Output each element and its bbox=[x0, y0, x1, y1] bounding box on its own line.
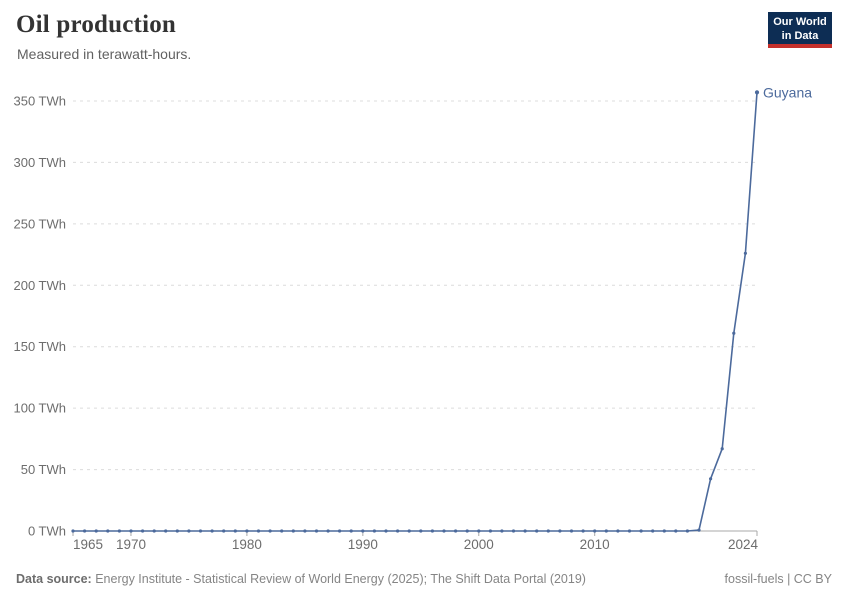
chart-footer: Data source: Energy Institute - Statisti… bbox=[16, 572, 832, 586]
data-point-marker bbox=[454, 529, 458, 533]
y-axis-tick-label: 150 TWh bbox=[13, 339, 66, 354]
title-block: Oil production Measured in terawatt-hour… bbox=[16, 10, 191, 62]
y-axis-tick-label: 50 TWh bbox=[21, 462, 66, 477]
data-point-marker bbox=[430, 529, 434, 533]
data-point-marker bbox=[164, 529, 168, 533]
data-point-marker bbox=[685, 529, 690, 533]
data-point-marker bbox=[338, 529, 342, 533]
y-axis-tick-label: 0 TWh bbox=[28, 524, 66, 539]
data-point-marker bbox=[616, 529, 620, 533]
data-point-marker bbox=[674, 529, 678, 533]
y-axis-tick-label: 250 TWh bbox=[13, 216, 66, 231]
data-point-marker bbox=[314, 529, 319, 533]
owid-logo-line1: Our World bbox=[773, 15, 827, 28]
data-point-marker bbox=[361, 529, 365, 533]
data-source-label: Data source: bbox=[16, 572, 92, 586]
data-source-note: Data source: Energy Institute - Statisti… bbox=[16, 572, 586, 586]
data-point-marker bbox=[743, 251, 748, 255]
y-axis-tick-label: 100 TWh bbox=[13, 401, 66, 416]
data-point-marker bbox=[500, 529, 504, 533]
data-point-marker bbox=[546, 529, 550, 533]
chart-subtitle: Measured in terawatt-hours. bbox=[17, 46, 192, 62]
data-point-marker bbox=[291, 529, 295, 533]
data-point-marker bbox=[198, 529, 203, 533]
data-point-marker bbox=[245, 529, 249, 533]
y-axis-tick-label: 350 TWh bbox=[13, 94, 66, 109]
data-point-marker bbox=[256, 529, 261, 533]
data-point-marker bbox=[627, 529, 632, 533]
data-point-marker bbox=[384, 529, 388, 533]
x-axis-tick-label: 1965 bbox=[73, 537, 103, 552]
series-end-label: Guyana bbox=[763, 84, 812, 100]
data-point-marker bbox=[754, 90, 760, 95]
x-axis-tick-label: 1970 bbox=[116, 537, 146, 552]
data-point-marker bbox=[129, 529, 133, 533]
data-point-marker bbox=[303, 529, 307, 533]
data-point-marker bbox=[152, 529, 156, 533]
data-point-marker bbox=[349, 529, 353, 533]
data-point-marker bbox=[709, 477, 713, 481]
data-point-marker bbox=[535, 529, 539, 533]
license-note: fossil-fuels | CC BY bbox=[724, 572, 832, 586]
data-point-marker bbox=[175, 529, 179, 533]
data-point-marker bbox=[268, 529, 272, 533]
data-point-marker bbox=[662, 529, 666, 533]
data-point-marker bbox=[94, 529, 98, 533]
x-axis-tick-label: 1990 bbox=[348, 537, 378, 552]
data-point-marker bbox=[210, 529, 214, 533]
data-point-marker bbox=[558, 529, 562, 533]
data-point-marker bbox=[442, 529, 446, 533]
data-point-marker bbox=[280, 529, 284, 533]
data-point-marker bbox=[523, 529, 527, 533]
line-chart: 0 TWh 50 TWh 100 TWh 150 TWh 200 TWh 250 TWh 3… bbox=[0, 80, 850, 580]
data-source-text: Energy Institute - Statistical Review of… bbox=[95, 572, 586, 586]
data-point-marker bbox=[697, 528, 701, 532]
data-point-marker bbox=[117, 529, 121, 533]
data-line bbox=[73, 92, 758, 532]
data-point-marker bbox=[477, 529, 481, 533]
data-point-marker bbox=[187, 529, 191, 533]
line-chart-svg: 0 TWh 50 TWh 100 TWh 150 TWh 200 TWh 250 TWh 3… bbox=[13, 84, 812, 552]
owid-logo-line2: in Data bbox=[781, 29, 819, 42]
data-point-marker bbox=[222, 529, 226, 533]
data-point-marker bbox=[604, 529, 608, 533]
chart-header: Oil production Measured in terawatt-hour… bbox=[16, 10, 834, 62]
x-axis-tick-label: 2024 bbox=[728, 537, 759, 552]
data-point-marker bbox=[233, 529, 237, 533]
data-point-marker bbox=[71, 529, 75, 533]
data-point-marker bbox=[651, 529, 655, 533]
data-point-marker bbox=[141, 529, 145, 533]
x-axis-tick-label: 2010 bbox=[580, 537, 610, 552]
data-point-marker bbox=[511, 529, 516, 533]
data-point-marker bbox=[639, 529, 643, 533]
data-point-marker bbox=[396, 529, 400, 533]
owid-logo: Our World in Data bbox=[768, 12, 832, 48]
data-point-marker bbox=[569, 529, 574, 533]
y-axis-tick-label: 300 TWh bbox=[13, 155, 66, 170]
data-point-marker bbox=[407, 529, 411, 533]
page-title: Oil production bbox=[16, 11, 177, 38]
data-point-marker bbox=[720, 447, 724, 451]
data-point-marker bbox=[106, 529, 110, 533]
data-point-marker bbox=[581, 529, 585, 533]
x-axis-tick-label: 2000 bbox=[464, 537, 494, 552]
y-axis-tick-label: 200 TWh bbox=[13, 278, 66, 293]
data-point-marker bbox=[83, 529, 87, 533]
data-point-marker bbox=[732, 331, 736, 335]
x-axis-tick-label: 1980 bbox=[232, 537, 262, 552]
data-point-marker bbox=[465, 529, 469, 533]
data-point-marker bbox=[419, 529, 423, 533]
data-point-marker bbox=[372, 529, 376, 533]
data-point-marker bbox=[593, 529, 597, 533]
data-point-marker bbox=[326, 529, 330, 533]
data-point-marker bbox=[488, 529, 492, 533]
